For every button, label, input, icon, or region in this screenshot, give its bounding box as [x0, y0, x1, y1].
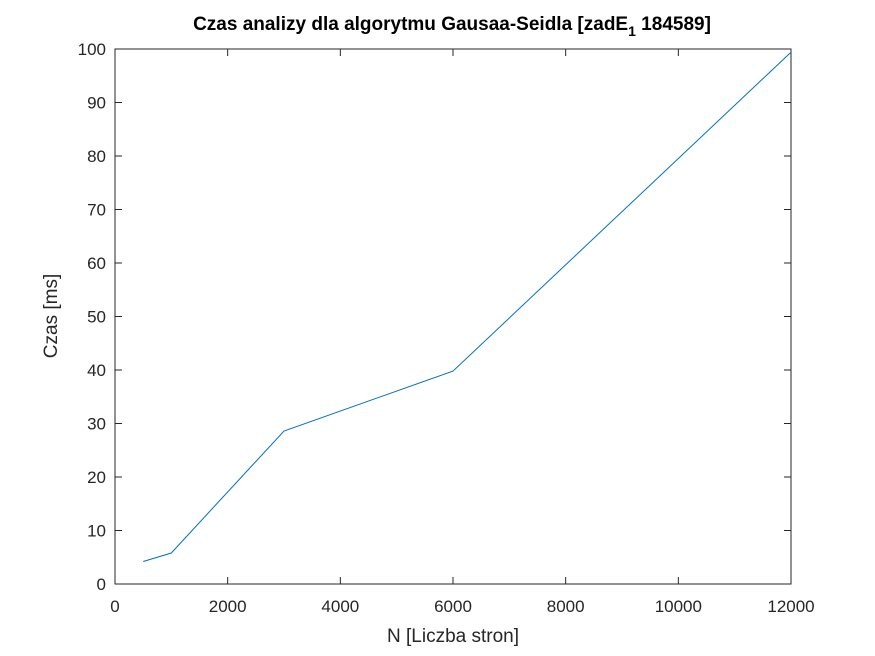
x-tick-label: 12000: [767, 597, 814, 616]
y-tick-label: 70: [87, 201, 106, 220]
x-tick-label: 2000: [209, 597, 247, 616]
y-tick-label: 30: [87, 415, 106, 434]
y-tick-label: 60: [87, 254, 106, 273]
y-tick-label: 50: [87, 308, 106, 327]
y-tick-label: 0: [97, 575, 106, 594]
series-group: [143, 51, 792, 562]
chart-title-main: Czas analizy dla algorytmu Gausaa-Seidla…: [193, 14, 628, 35]
y-tick-label: 10: [87, 522, 106, 541]
y-tick-label: 100: [78, 40, 106, 59]
y-tick-label: 80: [87, 147, 106, 166]
x-tick-label: 4000: [321, 597, 359, 616]
chart-title-suffix: 184589]: [636, 14, 711, 35]
y-tick-label: 40: [87, 361, 106, 380]
x-tick-label: 10000: [655, 597, 702, 616]
y-tick-label: 20: [87, 468, 106, 487]
axis-ticks: 0 2000 4000 6000 8000 10000 12000 0 10 20 30 40 50 60…: [78, 40, 815, 616]
plot-area: [114, 48, 792, 585]
chart-title: Czas analizy dla algorytmu Gausaa-Seidla…: [193, 14, 711, 39]
y-axis-label: Czas [ms]: [41, 274, 62, 358]
x-tick-label: 0: [110, 597, 119, 616]
x-axis-label: N [Liczba stron]: [387, 626, 519, 647]
x-tick-label: 8000: [547, 597, 585, 616]
x-tick-label: 6000: [434, 597, 472, 616]
y-tick-label: 90: [87, 94, 106, 113]
chart-title-subscript: 1: [628, 23, 636, 39]
series-line: [143, 51, 792, 562]
